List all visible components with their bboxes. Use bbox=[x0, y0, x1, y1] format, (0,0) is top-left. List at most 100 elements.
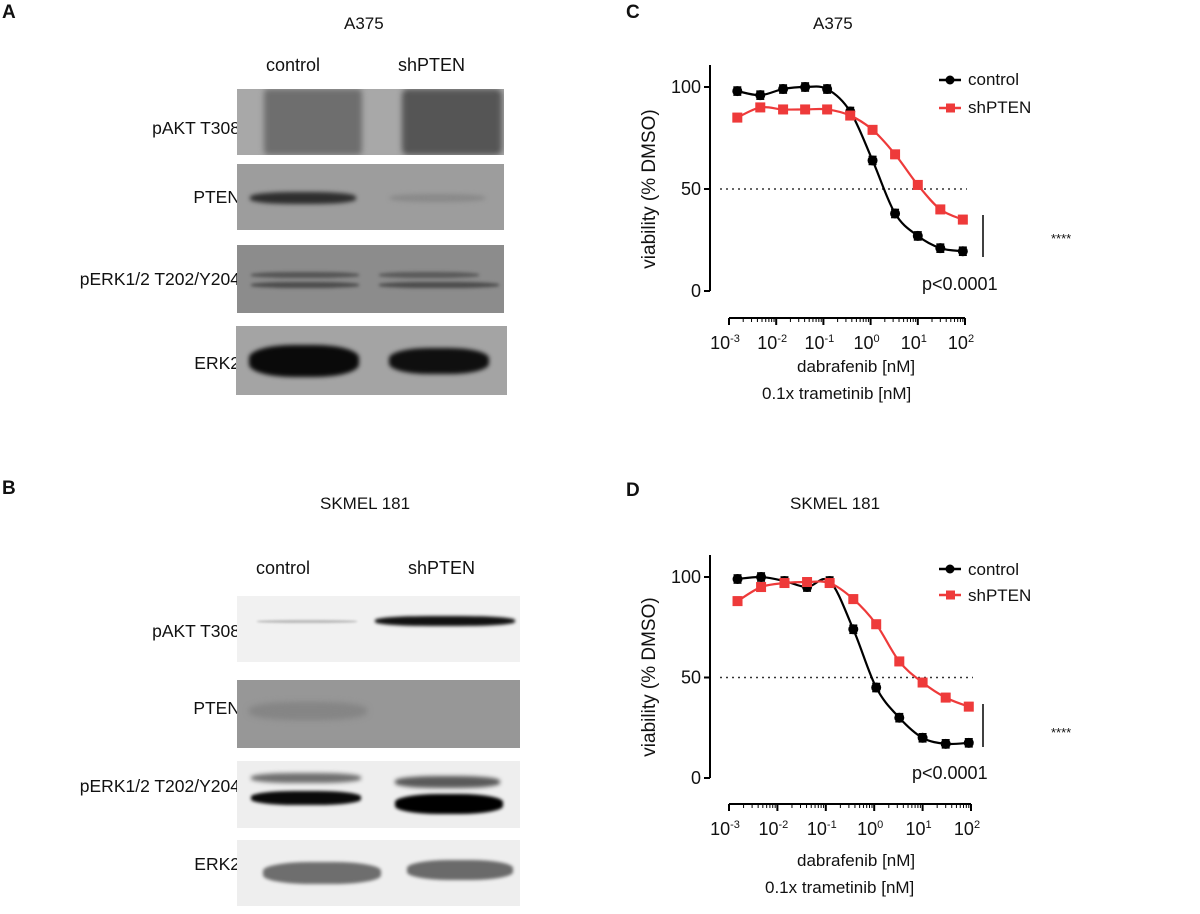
data-point-shPTEN bbox=[940, 692, 951, 703]
data-point-shPTEN bbox=[756, 582, 767, 593]
blot-a-row-label-perk: pERK1/2 T202/Y204 bbox=[79, 269, 240, 289]
x-tick-label: 10-3 bbox=[710, 819, 740, 839]
legend-marker-control bbox=[945, 564, 955, 574]
data-point-shPTEN bbox=[802, 577, 813, 588]
panel-letter-b: B bbox=[2, 478, 16, 499]
blot-a-pakt bbox=[237, 89, 504, 155]
chart-c-legend-control: control bbox=[968, 70, 1020, 89]
data-point-shPTEN bbox=[755, 102, 766, 113]
data-point-control bbox=[917, 732, 928, 743]
data-point-control bbox=[894, 712, 905, 723]
blot-b-title: SKMEL 181 bbox=[320, 494, 411, 513]
data-point-control bbox=[848, 624, 859, 635]
data-point-control bbox=[871, 682, 882, 693]
blot-b-pten bbox=[237, 680, 520, 748]
data-point-shPTEN bbox=[732, 112, 743, 123]
chart-c-pvalue: p<0.0001 bbox=[922, 274, 998, 294]
y-tick-label: 100 bbox=[671, 567, 701, 587]
chart-c-xlabel-2: 0.1x trametinib [nM] bbox=[762, 384, 912, 403]
data-point-shPTEN bbox=[912, 179, 923, 190]
data-point-control bbox=[756, 572, 767, 582]
legend-marker-shpten bbox=[946, 590, 955, 600]
data-point-shPTEN bbox=[845, 110, 856, 121]
x-tick-label: 100 bbox=[857, 819, 883, 839]
data-point-control bbox=[732, 86, 743, 97]
data-point-shPTEN bbox=[778, 104, 789, 115]
data-point-control bbox=[867, 155, 878, 166]
data-point-shPTEN bbox=[917, 677, 928, 688]
chart-d-pvalue: p<0.0001 bbox=[912, 763, 988, 783]
y-tick-label: 50 bbox=[681, 179, 701, 199]
data-point-control bbox=[822, 84, 833, 95]
blot-a-pten bbox=[237, 164, 504, 230]
chart-c-legend-shpten: shPTEN bbox=[968, 98, 1032, 117]
blot-b-row-label-pten: PTEN bbox=[193, 698, 240, 718]
blot-a-row-label-erk2: ERK2 bbox=[194, 353, 240, 373]
data-point-shPTEN bbox=[824, 578, 835, 589]
chart-c-significance: **** bbox=[1051, 231, 1072, 246]
data-point-shPTEN bbox=[871, 619, 882, 630]
blot-a-title: A375 bbox=[344, 14, 384, 33]
data-point-shPTEN bbox=[890, 149, 901, 160]
data-point-control bbox=[935, 243, 946, 254]
x-tick-label: 101 bbox=[906, 819, 932, 839]
chart-d-title: SKMEL 181 bbox=[790, 494, 881, 513]
panel-letter-c: C bbox=[626, 2, 640, 23]
blot-a-lane-control: control bbox=[266, 55, 321, 75]
data-point-shPTEN bbox=[800, 104, 811, 115]
blot-b-row-label-perk: pERK1/2 T202/Y204 bbox=[79, 776, 240, 796]
blot-a-erk2 bbox=[236, 326, 507, 395]
panel-letter-d: D bbox=[626, 480, 640, 501]
y-tick-label: 100 bbox=[671, 77, 701, 97]
legend-marker-control bbox=[945, 75, 955, 85]
x-tick-label: 101 bbox=[901, 333, 927, 353]
x-tick-label: 102 bbox=[948, 333, 974, 353]
y-tick-label: 0 bbox=[691, 281, 701, 301]
chart-d-legend-control: control bbox=[968, 560, 1020, 579]
chart-c-xlabel-1: dabrafenib [nM] bbox=[797, 357, 916, 376]
data-point-control bbox=[732, 574, 743, 585]
blot-b-pakt bbox=[237, 596, 520, 662]
data-point-shPTEN bbox=[779, 578, 790, 589]
chart-d-significance: **** bbox=[1051, 725, 1072, 740]
y-tick-label: 50 bbox=[681, 668, 701, 688]
data-point-control bbox=[890, 208, 901, 219]
data-point-shPTEN bbox=[848, 594, 859, 605]
chart-c-title: A375 bbox=[813, 14, 853, 33]
x-tick-label: 102 bbox=[954, 819, 980, 839]
data-point-shPTEN bbox=[867, 124, 878, 135]
chart-d-xlabel-1: dabrafenib [nM] bbox=[797, 851, 916, 870]
data-point-control bbox=[800, 82, 811, 92]
blot-b-erk2 bbox=[237, 840, 520, 906]
data-point-control bbox=[912, 230, 923, 241]
data-point-shPTEN bbox=[957, 214, 968, 225]
data-point-shPTEN bbox=[732, 596, 743, 607]
blot-b-row-label-erk2: ERK2 bbox=[194, 854, 240, 874]
blot-a-perk bbox=[237, 245, 504, 313]
data-point-control bbox=[957, 246, 968, 257]
blot-b-perk bbox=[237, 761, 520, 828]
chart-d-ylabel: viability (% DMSO) bbox=[639, 597, 660, 757]
blot-b-lane-shpten: shPTEN bbox=[408, 558, 476, 578]
data-point-shPTEN bbox=[894, 656, 905, 667]
blot-a-row-label-pten: PTEN bbox=[193, 187, 240, 207]
blot-a-row-label-pakt: pAKT T308 bbox=[152, 118, 240, 138]
panel-letter-a: A bbox=[2, 2, 16, 23]
chart-d-xlabel-2: 0.1x trametinib [nM] bbox=[765, 878, 915, 897]
x-tick-label: 10-2 bbox=[758, 819, 788, 839]
x-tick-label: 100 bbox=[854, 333, 880, 353]
data-point-control bbox=[778, 84, 789, 95]
data-point-shPTEN bbox=[935, 204, 946, 215]
data-point-shPTEN bbox=[963, 701, 974, 712]
blot-b-lane-control: control bbox=[256, 558, 311, 578]
y-tick-label: 0 bbox=[691, 768, 701, 788]
data-point-shPTEN bbox=[822, 104, 833, 115]
chart-d-legend-shpten: shPTEN bbox=[968, 586, 1032, 605]
legend-marker-shpten bbox=[946, 103, 955, 113]
data-point-control bbox=[940, 738, 951, 749]
x-tick-label: 10-1 bbox=[807, 819, 837, 839]
blot-b-row-label-pakt: pAKT T308 bbox=[152, 621, 240, 641]
blot-a-lane-shpten: shPTEN bbox=[398, 55, 466, 75]
